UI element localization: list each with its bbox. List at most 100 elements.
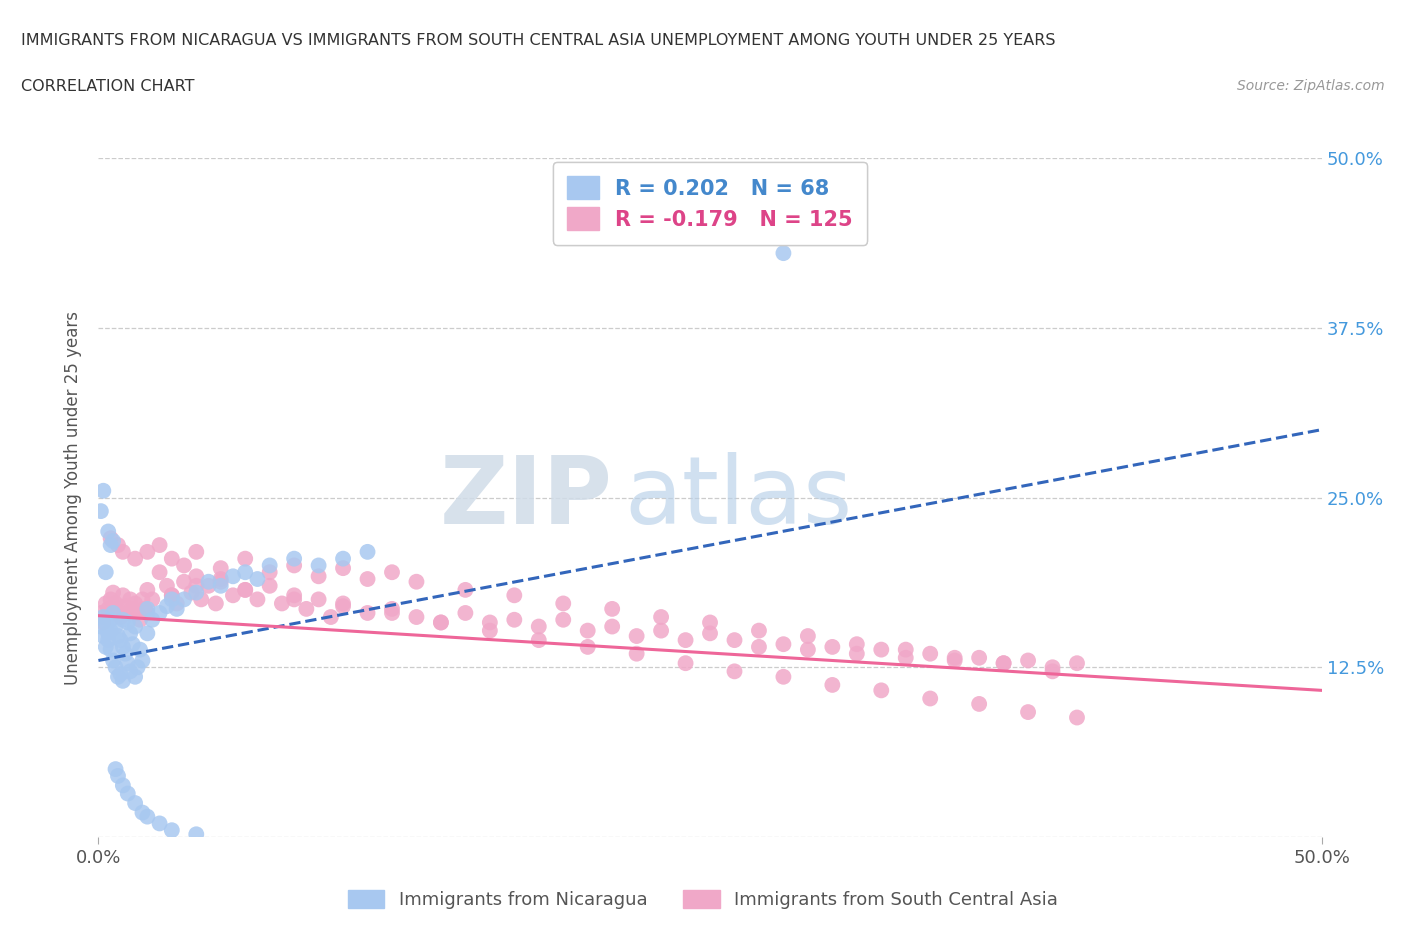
Point bbox=[111, 612, 134, 627]
Point bbox=[821, 640, 844, 655]
Point bbox=[156, 578, 179, 593]
Point bbox=[675, 656, 697, 671]
Point bbox=[626, 646, 648, 661]
Point bbox=[259, 565, 281, 579]
Point bbox=[894, 643, 917, 658]
Point bbox=[110, 667, 132, 682]
Point bbox=[117, 786, 139, 801]
Point bbox=[149, 816, 172, 830]
Point bbox=[209, 561, 232, 576]
Point bbox=[283, 588, 305, 603]
Point bbox=[104, 660, 127, 675]
Point bbox=[136, 544, 159, 559]
Point bbox=[894, 650, 917, 665]
Point bbox=[91, 484, 114, 498]
Point bbox=[91, 615, 114, 630]
Point bbox=[675, 632, 697, 647]
Point bbox=[149, 538, 172, 552]
Point bbox=[160, 592, 183, 607]
Point bbox=[222, 569, 245, 584]
Point bbox=[101, 585, 124, 600]
Point bbox=[131, 592, 153, 607]
Point bbox=[295, 602, 318, 617]
Point bbox=[553, 596, 575, 611]
Point bbox=[160, 588, 183, 603]
Point bbox=[156, 599, 179, 614]
Point bbox=[141, 612, 163, 627]
Point bbox=[283, 558, 305, 573]
Point bbox=[129, 612, 152, 627]
Point bbox=[650, 609, 672, 624]
Point bbox=[405, 609, 427, 624]
Point bbox=[173, 575, 195, 590]
Point bbox=[993, 656, 1015, 671]
Point bbox=[503, 612, 526, 627]
Point bbox=[97, 602, 120, 617]
Point bbox=[576, 640, 599, 655]
Point bbox=[97, 626, 120, 641]
Point bbox=[356, 544, 378, 559]
Point bbox=[308, 569, 330, 584]
Point bbox=[100, 623, 122, 638]
Point bbox=[90, 504, 112, 519]
Point bbox=[111, 588, 134, 603]
Point bbox=[101, 534, 124, 549]
Point bbox=[100, 643, 122, 658]
Point bbox=[136, 809, 159, 824]
Point bbox=[576, 623, 599, 638]
Point bbox=[209, 578, 232, 593]
Point bbox=[136, 602, 159, 617]
Point bbox=[920, 691, 942, 706]
Point bbox=[100, 592, 122, 607]
Point bbox=[1066, 711, 1088, 725]
Point bbox=[173, 592, 195, 607]
Point bbox=[600, 619, 623, 634]
Point bbox=[100, 538, 122, 552]
Text: IMMIGRANTS FROM NICARAGUA VS IMMIGRANTS FROM SOUTH CENTRAL ASIA UNEMPLOYMENT AMO: IMMIGRANTS FROM NICARAGUA VS IMMIGRANTS … bbox=[21, 33, 1056, 47]
Point bbox=[110, 609, 132, 624]
Point bbox=[478, 615, 501, 630]
Point bbox=[136, 582, 159, 597]
Point bbox=[1017, 705, 1039, 720]
Point bbox=[626, 629, 648, 644]
Point bbox=[117, 656, 139, 671]
Point bbox=[121, 637, 143, 652]
Point bbox=[405, 575, 427, 590]
Point bbox=[114, 599, 136, 614]
Point bbox=[723, 632, 745, 647]
Point bbox=[160, 551, 183, 566]
Point bbox=[797, 643, 820, 658]
Point bbox=[600, 602, 623, 617]
Point bbox=[503, 588, 526, 603]
Point bbox=[120, 592, 142, 607]
Point bbox=[186, 578, 208, 593]
Point bbox=[134, 602, 156, 617]
Point bbox=[699, 626, 721, 641]
Point bbox=[160, 823, 183, 838]
Point bbox=[233, 582, 256, 597]
Point bbox=[94, 596, 117, 611]
Text: atlas: atlas bbox=[624, 452, 852, 543]
Point bbox=[920, 646, 942, 661]
Point bbox=[772, 246, 794, 260]
Point bbox=[723, 664, 745, 679]
Point bbox=[100, 612, 122, 627]
Point bbox=[186, 544, 208, 559]
Text: CORRELATION CHART: CORRELATION CHART bbox=[21, 79, 194, 94]
Point bbox=[1017, 653, 1039, 668]
Point bbox=[124, 596, 146, 611]
Point bbox=[166, 596, 188, 611]
Point bbox=[454, 605, 477, 620]
Point bbox=[107, 768, 129, 783]
Point bbox=[120, 626, 142, 641]
Point bbox=[117, 615, 139, 630]
Point bbox=[131, 653, 153, 668]
Point bbox=[111, 640, 134, 655]
Point bbox=[127, 660, 149, 675]
Point bbox=[283, 551, 305, 566]
Point bbox=[131, 805, 153, 820]
Point bbox=[94, 640, 117, 655]
Point bbox=[101, 653, 124, 668]
Point bbox=[650, 623, 672, 638]
Point bbox=[553, 612, 575, 627]
